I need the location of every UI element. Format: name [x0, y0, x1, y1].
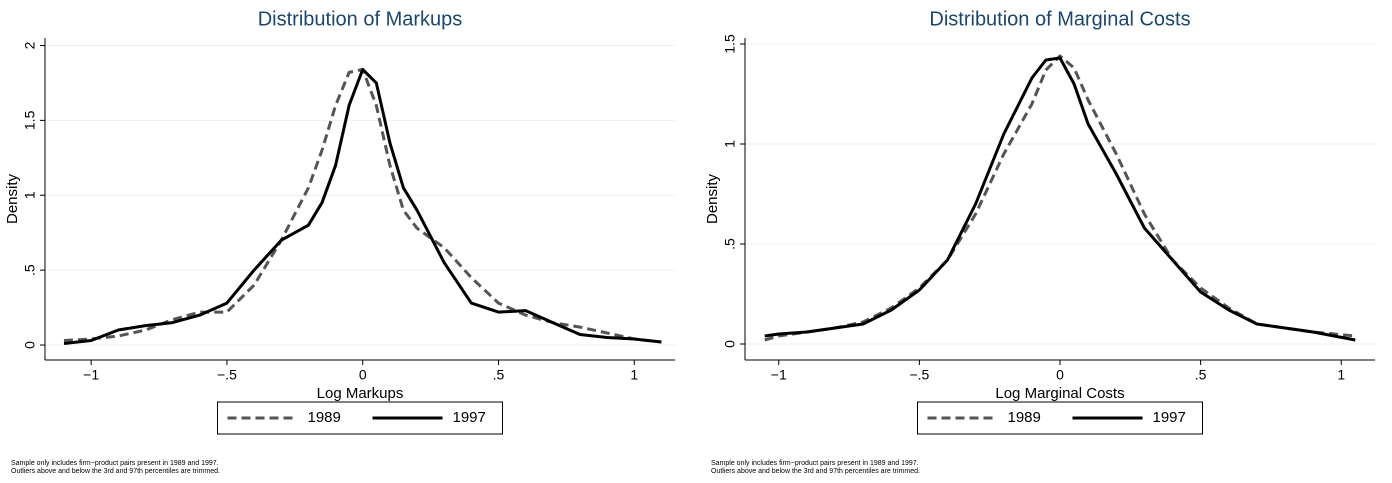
x-tick-label: 0: [1056, 367, 1064, 383]
y-axis-title: Density: [4, 173, 21, 224]
legend-box: [217, 401, 503, 435]
x-tick-label: 1: [1337, 367, 1345, 383]
x-tick-label: .5: [1195, 367, 1207, 383]
y-tick-label: 2: [22, 41, 38, 49]
x-tick-label: −1: [83, 367, 99, 383]
x-axis-title: Log Marginal Costs: [995, 385, 1124, 402]
x-tick-label: 1: [630, 367, 638, 383]
y-tick-label: 1: [722, 140, 738, 148]
x-tick-label: 0: [359, 367, 367, 383]
y-tick-label: 1.5: [722, 34, 738, 54]
x-tick-label: −1: [771, 367, 787, 383]
x-tick-label: −.5: [217, 367, 237, 383]
y-tick-label: 0: [722, 340, 738, 348]
y-axis-title: Density: [704, 173, 721, 224]
footnote: Outliers above and below the 3rd and 97t…: [11, 468, 220, 475]
x-axis-title: Log Markups: [317, 385, 404, 402]
chart-title: Distribution of Markups: [258, 8, 463, 30]
footnote: Sample only includes firm−product pairs …: [11, 460, 219, 467]
line-series: [764, 56, 1356, 342]
y-tick-label: 0: [22, 341, 38, 349]
x-tick-label: .5: [493, 367, 505, 383]
y-tick-label: 1: [22, 191, 38, 199]
legend-label: 1997: [1153, 409, 1186, 426]
chart: Distribution of Marginal Costs0.511.5−1−…: [704, 8, 1375, 475]
chart-title: Distribution of Marginal Costs: [929, 8, 1190, 30]
footnote: Sample only includes firm−product pairs …: [711, 460, 919, 467]
line-series: [63, 68, 662, 345]
line-series: [764, 54, 1356, 342]
y-tick-label: 1.5: [22, 110, 38, 130]
legend-label: 1989: [1008, 409, 1041, 426]
legend-box: [917, 401, 1203, 435]
legend-label: 1989: [308, 409, 341, 426]
chart: Distribution of Markups 0 .5 1 1.5 2 −1 −.5 0 .5 1…: [4, 8, 675, 475]
y-tick-label: .5: [722, 238, 738, 250]
legend-label: 1997: [453, 409, 486, 426]
line-series: [63, 68, 662, 344]
x-tick-label: −.5: [909, 367, 929, 383]
y-tick-label: .5: [22, 264, 38, 276]
footnote: Outliers above and below the 3rd and 97t…: [711, 468, 920, 475]
